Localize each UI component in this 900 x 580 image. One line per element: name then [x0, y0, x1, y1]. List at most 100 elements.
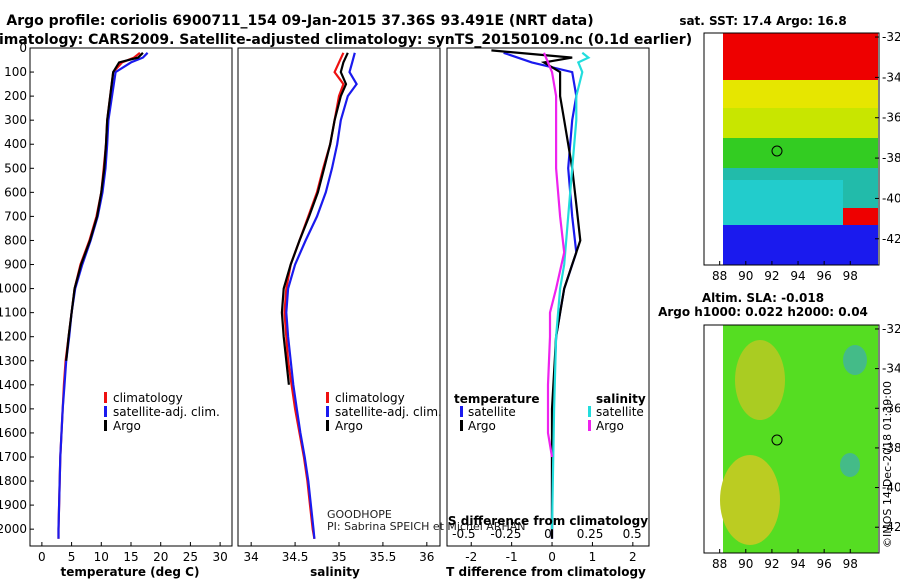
x-tick-label: 36 [419, 550, 434, 564]
legend-label-t-satellite: satellite [468, 405, 516, 419]
depth-tick-label: 100 [4, 65, 27, 79]
map-y-tick-label: -42 [882, 520, 900, 534]
sla-patch-yellowgreen [720, 455, 780, 545]
title-line-2: Climatology: CARS2009. Satellite-adjuste… [0, 32, 692, 48]
legend-title-salinity: salinity [596, 392, 646, 406]
depth-tick-label: 1500 [0, 402, 27, 416]
x-tick-label: 34 [244, 550, 259, 564]
depth-tick-label: 800 [4, 233, 27, 247]
map-x-tick-label: 88 [712, 269, 727, 283]
depth-tick-label: 300 [4, 113, 27, 127]
difference-x-ticks: -2 -1 0 1 2 [465, 542, 637, 564]
pi-label: PI: Sabrina SPEICH et Michel ARHAN [327, 520, 526, 533]
sst-band-yellow [723, 80, 878, 110]
depth-tick-label: 700 [4, 209, 27, 223]
legend-marker-t-argo [460, 420, 463, 431]
imos-timestamp: ©IMOS 14-Dec-2018 01:39:00 [881, 381, 894, 548]
sst-band-blue [723, 225, 878, 265]
series-line-climatology [57, 51, 141, 539]
salinity-panel: 34 34.5 35 35.5 36 salinity climatology sate… [237, 47, 526, 579]
map-y-tick-label: -32 [882, 30, 900, 44]
salinity-axes-frame [237, 47, 441, 547]
series-line-argo [280, 52, 349, 385]
temperature-x-ticks: 0 5 10 15 20 25 30 [38, 542, 228, 564]
salinity-xlabel: salinity [310, 565, 360, 579]
salinity-legend: climatology satellite-adj. clim. Argo [326, 391, 442, 433]
map-y-tick-label: -38 [882, 441, 900, 455]
map-x-tick-label: 88 [712, 557, 727, 571]
legend-label-satellite: satellite-adj. clim. [335, 405, 442, 419]
legend-label-argo: Argo [113, 419, 141, 433]
sla-patch-blue [843, 345, 867, 375]
depth-tick-label: 1300 [0, 354, 27, 368]
sla-map-panel: Altim. SLA: -0.018 Argo h1000: 0.022 h20… [658, 291, 900, 571]
x-tick-label: 15 [123, 550, 138, 564]
map-y-tick-label: -42 [882, 232, 900, 246]
map-x-tick-label: 94 [790, 557, 805, 571]
difference-axes-frame [446, 47, 650, 547]
map-y-tick-label: -40 [882, 481, 900, 495]
legend-marker-argo [326, 420, 329, 431]
salinity-x-ticks: 34 34.5 35 35.5 36 [244, 542, 434, 564]
x-tick-label: 35 [331, 550, 346, 564]
x-tick-label: 20 [153, 550, 168, 564]
legend-label-satellite: satellite-adj. clim. [113, 405, 220, 419]
depth-tick-label: 1200 [0, 330, 27, 344]
map-x-tick-label: 90 [738, 269, 753, 283]
sla-profile-marker [771, 434, 783, 446]
depth-tick-label: 600 [4, 185, 27, 199]
s-tick-label: 0.5 [623, 527, 642, 541]
project-label: GOODHOPE [327, 508, 392, 521]
difference-panel: -2 -1 0 1 2 -0.5 -0.25 0 0.25 0.5 S difference f… [446, 47, 650, 579]
map-x-tick-label: 90 [738, 557, 753, 571]
map-y-tick-label: -36 [882, 401, 900, 415]
sla-patch-blue [840, 453, 860, 477]
depth-tick-label: 0 [19, 41, 27, 55]
sst-band-green [723, 138, 878, 170]
depth-tick-label: 1900 [0, 498, 27, 512]
series-line-t-argo [491, 49, 582, 539]
temperature-legend: climatology satellite-adj. clim. Argo [104, 391, 220, 433]
map-x-tick-label: 94 [790, 269, 805, 283]
map-y-tick-label: -32 [882, 322, 900, 336]
x-tick-label: 25 [183, 550, 198, 564]
depth-tick-label: 1400 [0, 378, 27, 392]
difference-legend: temperature satellite Argo salinity sate… [454, 392, 646, 433]
map-y-tick-label: -34 [882, 70, 900, 84]
salinity-lines [280, 52, 358, 539]
depth-tick-label: 1000 [0, 282, 27, 296]
legend-marker-s-argo [588, 420, 591, 431]
sst-map-panel: sat. SST: 17.4 Argo: 16.8 -32 -34 -36 -38 -4… [679, 14, 900, 283]
legend-label-t-argo: Argo [468, 419, 496, 433]
temperature-xlabel: temperature (deg C) [61, 565, 200, 579]
sst-x-ticks: 88 90 92 94 96 98 [712, 261, 858, 283]
depth-tick-label: 400 [4, 137, 27, 151]
sla-x-ticks: 88 90 92 94 96 98 [712, 549, 858, 571]
legend-marker-argo [104, 420, 107, 431]
difference-s-ticks: -0.5 -0.25 0 0.25 0.5 [452, 527, 642, 541]
legend-label-s-argo: Argo [596, 419, 624, 433]
depth-tick-label: 500 [4, 161, 27, 175]
sst-profile-marker [771, 145, 783, 157]
depth-tick-label: 900 [4, 258, 27, 272]
map-y-tick-label: -34 [882, 362, 900, 376]
map-y-tick-label: -36 [882, 111, 900, 125]
sst-map-title: sat. SST: 17.4 Argo: 16.8 [679, 14, 846, 28]
temperature-panel: 0100200300400500600700800900100011001200… [0, 41, 233, 579]
s-tick-label: -0.25 [490, 527, 521, 541]
sst-band-lime [723, 108, 878, 140]
series-line-argo [65, 52, 144, 361]
x-tick-label: 10 [94, 550, 109, 564]
depth-tick-label: 1100 [0, 306, 27, 320]
legend-marker-climatology [326, 392, 329, 403]
x-tick-label: 0 [38, 550, 46, 564]
legend-title-temperature: temperature [454, 392, 539, 406]
sla-map-frame [703, 324, 880, 554]
legend-marker-s-satellite [588, 406, 591, 417]
s-tick-label: 0.25 [577, 527, 604, 541]
legend-label-climatology: climatology [113, 391, 183, 405]
depth-tick-label: 1700 [0, 450, 27, 464]
map-x-tick-label: 96 [817, 557, 832, 571]
map-x-tick-label: 98 [843, 557, 858, 571]
